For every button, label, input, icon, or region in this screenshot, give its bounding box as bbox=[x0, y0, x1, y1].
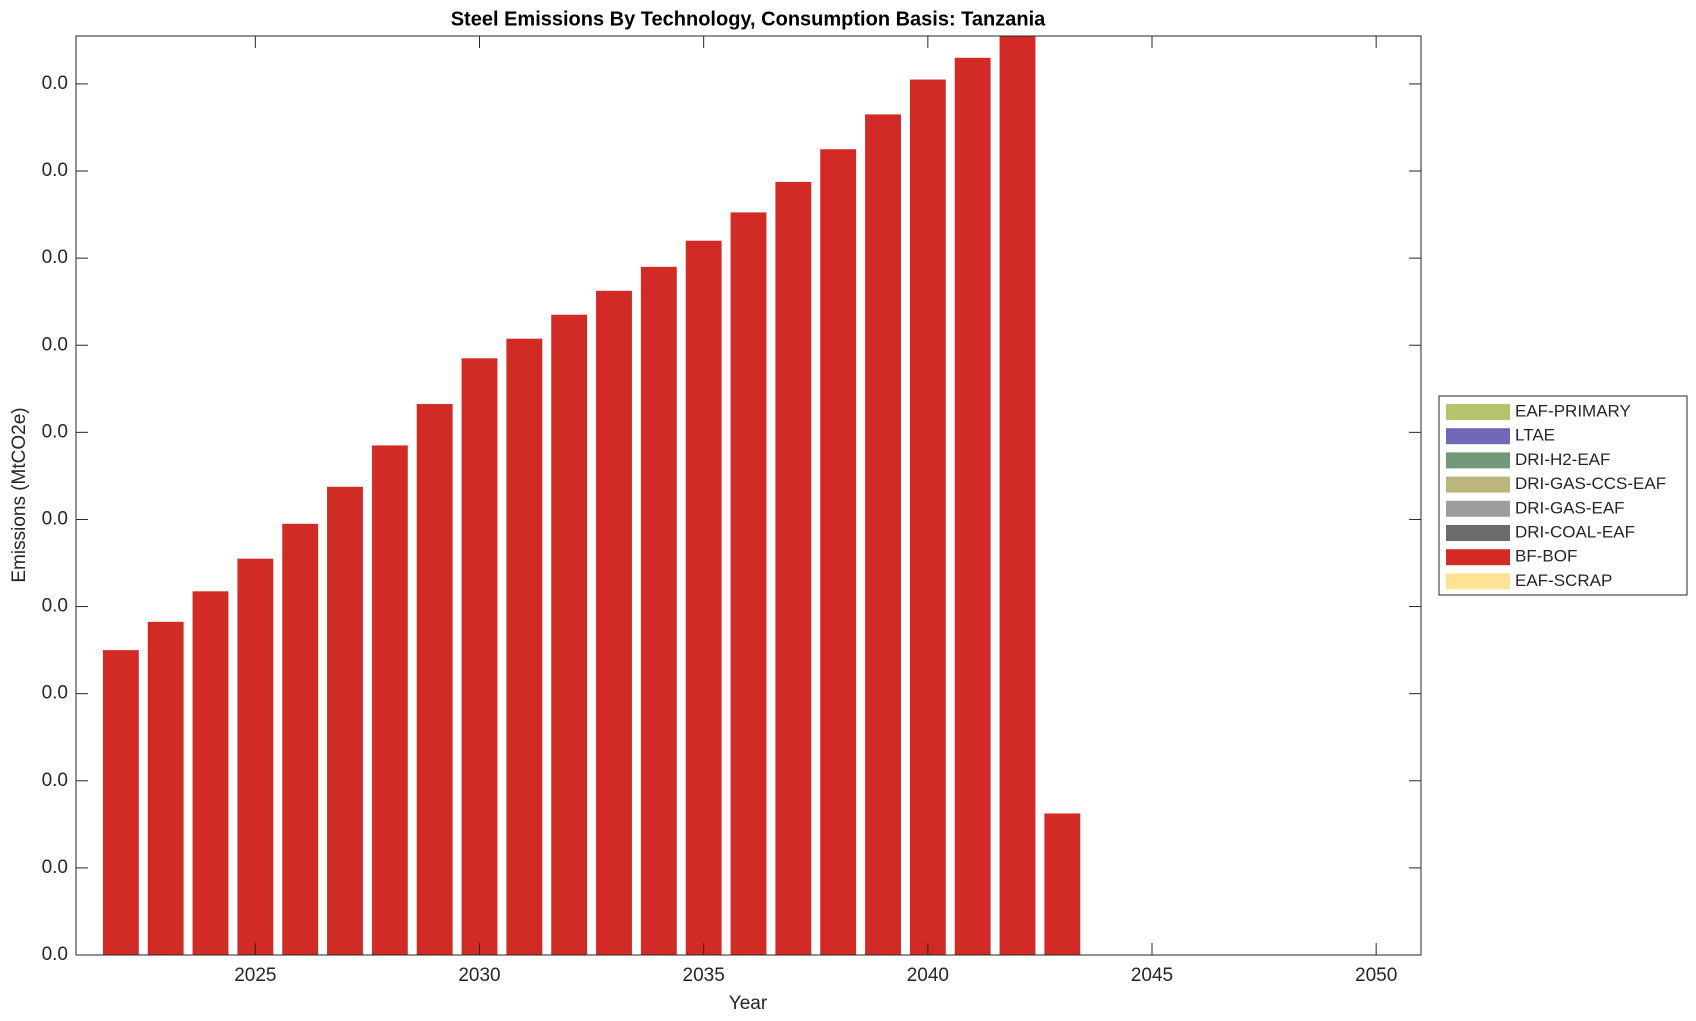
legend-label: LTAE bbox=[1515, 426, 1555, 445]
y-tick-label: 0.0 bbox=[42, 421, 68, 442]
y-tick-label: 0.0 bbox=[42, 334, 68, 355]
legend-swatch bbox=[1446, 428, 1510, 445]
y-tick-label: 0.0 bbox=[42, 160, 68, 181]
bar-segment bbox=[461, 358, 498, 955]
bars bbox=[102, 36, 1081, 955]
bar-segment bbox=[954, 57, 991, 955]
bar-segment bbox=[147, 621, 184, 955]
bar-segment bbox=[102, 650, 139, 955]
legend-swatch bbox=[1446, 476, 1510, 493]
x-tick-label: 2035 bbox=[683, 965, 725, 986]
legend-swatch bbox=[1446, 573, 1510, 590]
chart-title: Steel Emissions By Technology, Consumpti… bbox=[451, 8, 1046, 30]
x-tick-label: 2050 bbox=[1355, 965, 1397, 986]
legend-label: EAF-SCRAP bbox=[1515, 571, 1612, 590]
bar-segment bbox=[820, 149, 857, 955]
x-tick-label: 2045 bbox=[1131, 965, 1173, 986]
bar-segment bbox=[551, 314, 588, 955]
y-tick-label: 0.0 bbox=[42, 508, 68, 529]
legend-swatch bbox=[1446, 404, 1510, 420]
bar-segment bbox=[371, 445, 408, 955]
legend-swatch bbox=[1446, 525, 1510, 541]
y-axis-label: Emissions (MtCO2e) bbox=[9, 407, 30, 582]
bar-segment bbox=[282, 523, 319, 955]
y-tick-label: 0.0 bbox=[42, 596, 68, 617]
legend-label: DRI-GAS-EAF bbox=[1515, 498, 1625, 517]
legend-swatch bbox=[1446, 452, 1510, 469]
legend-label: DRI-GAS-CCS-EAF bbox=[1515, 474, 1666, 493]
y-tick-label: 0.0 bbox=[42, 247, 68, 268]
bar-segment bbox=[640, 266, 677, 955]
legend-label: DRI-COAL-EAF bbox=[1515, 522, 1635, 541]
y-tick-label: 0.0 bbox=[42, 944, 68, 965]
y-tick-label: 0.0 bbox=[42, 73, 68, 94]
y-tick-label: 0.0 bbox=[42, 683, 68, 704]
legend-label: DRI-H2-EAF bbox=[1515, 450, 1610, 469]
bar-segment bbox=[775, 181, 812, 955]
bar-segment bbox=[416, 404, 453, 955]
x-tick-label: 2030 bbox=[458, 965, 500, 986]
bar-segment bbox=[999, 36, 1036, 955]
bar-segment bbox=[192, 591, 229, 955]
legend-label: BF-BOF bbox=[1515, 547, 1577, 566]
x-axis-label: Year bbox=[729, 993, 768, 1014]
plot-frame bbox=[75, 35, 1422, 956]
bar-segment bbox=[506, 338, 543, 955]
legend-swatch bbox=[1446, 500, 1510, 517]
bar-segment bbox=[327, 486, 363, 955]
bar-segment bbox=[909, 79, 946, 955]
x-tick-label: 2025 bbox=[234, 965, 276, 986]
bar-segment bbox=[596, 290, 632, 955]
bar-segment bbox=[237, 558, 274, 955]
bar-segment bbox=[730, 212, 767, 955]
y-tick-label: 0.0 bbox=[42, 857, 68, 878]
legend-label: EAF-PRIMARY bbox=[1515, 401, 1631, 420]
bar-segment bbox=[1044, 813, 1081, 955]
x-tick-label: 2040 bbox=[907, 965, 949, 986]
bar-segment bbox=[685, 240, 722, 955]
y-tick-label: 0.0 bbox=[42, 770, 68, 791]
legend-swatch bbox=[1446, 549, 1510, 566]
bar-segment bbox=[865, 114, 901, 955]
